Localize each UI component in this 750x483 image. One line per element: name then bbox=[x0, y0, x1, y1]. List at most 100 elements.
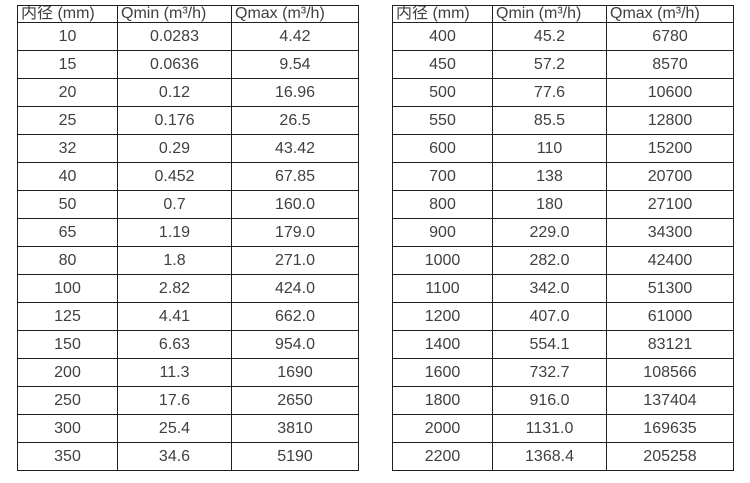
qmax-cell: 34300 bbox=[606, 218, 734, 247]
table-row: 350 34.6 5190 bbox=[17, 442, 359, 471]
qmin-cell: 1131.0 bbox=[492, 414, 607, 443]
qmax-cell: 3810 bbox=[231, 414, 359, 443]
diameter-cell: 550 bbox=[392, 106, 493, 135]
qmin-cell: 0.0283 bbox=[117, 22, 232, 51]
table-row: 32 0.29 43.42 bbox=[17, 134, 359, 163]
qmin-cell: 0.12 bbox=[117, 78, 232, 107]
table-row: 1100 342.0 51300 bbox=[392, 274, 734, 303]
qmax-cell: 8570 bbox=[606, 50, 734, 79]
qmin-cell: 916.0 bbox=[492, 386, 607, 415]
diameter-cell: 700 bbox=[392, 162, 493, 191]
qmin-cell: 1.19 bbox=[117, 218, 232, 247]
qmax-cell: 954.0 bbox=[231, 330, 359, 359]
qmax-cell: 42400 bbox=[606, 246, 734, 275]
diameter-cell: 1600 bbox=[392, 358, 493, 387]
table-row: 600 110 15200 bbox=[392, 134, 734, 163]
qmax-cell: 205258 bbox=[606, 442, 734, 471]
qmax-cell: 67.85 bbox=[231, 162, 359, 191]
qmax-cell: 16.96 bbox=[231, 78, 359, 107]
qmax-cell: 26.5 bbox=[231, 106, 359, 135]
diameter-cell: 2000 bbox=[392, 414, 493, 443]
diameter-cell: 900 bbox=[392, 218, 493, 247]
diameter-cell: 500 bbox=[392, 78, 493, 107]
qmin-cell: 17.6 bbox=[117, 386, 232, 415]
qmin-cell: 0.452 bbox=[117, 162, 232, 191]
qmin-cell: 2.82 bbox=[117, 274, 232, 303]
column-header-qmin: Qmin (m³/h) bbox=[492, 5, 607, 23]
diameter-cell: 450 bbox=[392, 50, 493, 79]
diameter-cell: 800 bbox=[392, 190, 493, 219]
diameter-cell: 400 bbox=[392, 22, 493, 51]
qmin-cell: 45.2 bbox=[492, 22, 607, 51]
diameter-cell: 600 bbox=[392, 134, 493, 163]
qmax-cell: 1690 bbox=[231, 358, 359, 387]
table-row: 400 45.2 6780 bbox=[392, 22, 734, 51]
qmin-cell: 25.4 bbox=[117, 414, 232, 443]
qmax-cell: 27100 bbox=[606, 190, 734, 219]
table-row: 125 4.41 662.0 bbox=[17, 302, 359, 331]
diameter-cell: 2200 bbox=[392, 442, 493, 471]
qmax-cell: 10600 bbox=[606, 78, 734, 107]
qmin-cell: 4.41 bbox=[117, 302, 232, 331]
flow-table-small-diameter: 内径 (mm) Qmin (m³/h) Qmax (m³/h) 10 0.0283… bbox=[17, 5, 359, 471]
qmax-cell: 12800 bbox=[606, 106, 734, 135]
qmin-cell: 342.0 bbox=[492, 274, 607, 303]
qmax-cell: 662.0 bbox=[231, 302, 359, 331]
table-row: 550 85.5 12800 bbox=[392, 106, 734, 135]
diameter-cell: 250 bbox=[17, 386, 118, 415]
qmax-cell: 271.0 bbox=[231, 246, 359, 275]
diameter-cell: 1200 bbox=[392, 302, 493, 331]
qmax-cell: 160.0 bbox=[231, 190, 359, 219]
table-row: 2000 1131.0 169635 bbox=[392, 414, 734, 443]
diameter-cell: 15 bbox=[17, 50, 118, 79]
table-header-row: 内径 (mm) Qmin (m³/h) Qmax (m³/h) bbox=[392, 5, 734, 23]
diameter-cell: 1800 bbox=[392, 386, 493, 415]
diameter-cell: 125 bbox=[17, 302, 118, 331]
qmax-cell: 108566 bbox=[606, 358, 734, 387]
table-row: 10 0.0283 4.42 bbox=[17, 22, 359, 51]
qmin-cell: 57.2 bbox=[492, 50, 607, 79]
qmin-cell: 110 bbox=[492, 134, 607, 163]
qmin-cell: 0.7 bbox=[117, 190, 232, 219]
diameter-cell: 20 bbox=[17, 78, 118, 107]
table-row: 1600 732.7 108566 bbox=[392, 358, 734, 387]
table-row: 1800 916.0 137404 bbox=[392, 386, 734, 415]
qmax-cell: 169635 bbox=[606, 414, 734, 443]
qmax-cell: 15200 bbox=[606, 134, 734, 163]
qmin-cell: 11.3 bbox=[117, 358, 232, 387]
qmax-cell: 5190 bbox=[231, 442, 359, 471]
diameter-cell: 40 bbox=[17, 162, 118, 191]
qmax-cell: 2650 bbox=[231, 386, 359, 415]
diameter-cell: 150 bbox=[17, 330, 118, 359]
table-row: 50 0.7 160.0 bbox=[17, 190, 359, 219]
diameter-cell: 32 bbox=[17, 134, 118, 163]
diameter-cell: 200 bbox=[17, 358, 118, 387]
table-row: 800 180 27100 bbox=[392, 190, 734, 219]
table-row: 1400 554.1 83121 bbox=[392, 330, 734, 359]
diameter-cell: 300 bbox=[17, 414, 118, 443]
qmax-cell: 20700 bbox=[606, 162, 734, 191]
qmax-cell: 51300 bbox=[606, 274, 734, 303]
qmin-cell: 554.1 bbox=[492, 330, 607, 359]
qmax-cell: 179.0 bbox=[231, 218, 359, 247]
qmin-cell: 180 bbox=[492, 190, 607, 219]
column-header-diameter: 内径 (mm) bbox=[17, 5, 118, 23]
table-row: 500 77.6 10600 bbox=[392, 78, 734, 107]
table-body: 400 45.2 6780 450 57.2 8570 500 77.6 10600 550 85.… bbox=[392, 22, 734, 471]
diameter-cell: 25 bbox=[17, 106, 118, 135]
table-row: 450 57.2 8570 bbox=[392, 50, 734, 79]
diameter-cell: 1000 bbox=[392, 246, 493, 275]
table-row: 20 0.12 16.96 bbox=[17, 78, 359, 107]
table-row: 150 6.63 954.0 bbox=[17, 330, 359, 359]
table-row: 15 0.0636 9.54 bbox=[17, 50, 359, 79]
qmax-cell: 4.42 bbox=[231, 22, 359, 51]
diameter-cell: 1400 bbox=[392, 330, 493, 359]
diameter-cell: 10 bbox=[17, 22, 118, 51]
table-row: 250 17.6 2650 bbox=[17, 386, 359, 415]
column-header-qmin: Qmin (m³/h) bbox=[117, 5, 232, 23]
qmin-cell: 6.63 bbox=[117, 330, 232, 359]
table-row: 65 1.19 179.0 bbox=[17, 218, 359, 247]
column-header-qmax: Qmax (m³/h) bbox=[606, 5, 734, 23]
qmin-cell: 407.0 bbox=[492, 302, 607, 331]
qmin-cell: 0.29 bbox=[117, 134, 232, 163]
